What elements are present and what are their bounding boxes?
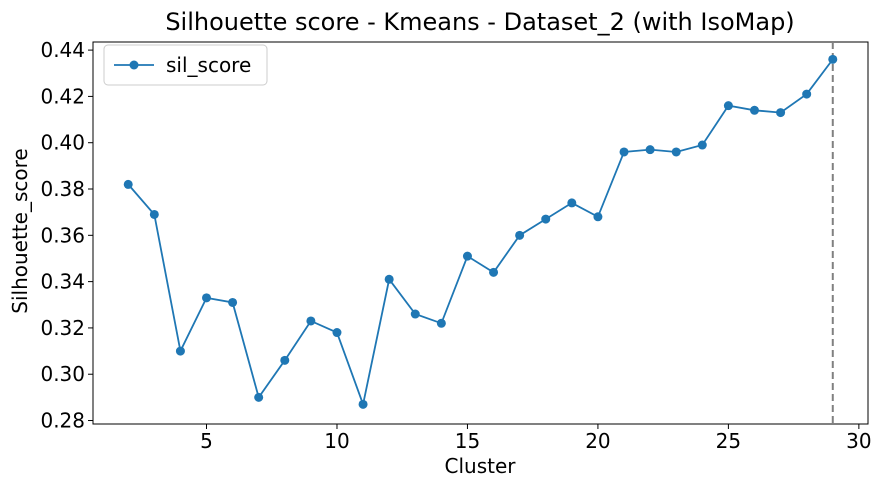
x-tick-label-1: 10: [324, 429, 349, 453]
data-point: [541, 214, 551, 224]
y-tick-label-4: 0.36: [40, 223, 85, 247]
legend-label: sil_score: [166, 53, 251, 77]
data-point: [175, 346, 185, 356]
data-point: [671, 147, 681, 157]
data-point: [228, 297, 238, 307]
data-point: [828, 54, 838, 64]
data-point: [645, 145, 655, 155]
data-point: [123, 179, 133, 189]
y-tick-label-8: 0.44: [40, 38, 85, 62]
x-tick-label-3: 20: [585, 429, 610, 453]
data-point: [593, 212, 603, 222]
legend: sil_score: [103, 44, 268, 86]
data-point: [489, 267, 499, 277]
x-tick-label-0: 5: [200, 429, 213, 453]
data-point: [410, 309, 420, 319]
chart-title: Silhouette score - Kmeans - Dataset_2 (w…: [165, 8, 794, 36]
legend-marker: [129, 60, 139, 70]
data-point: [723, 101, 733, 111]
data-point: [202, 293, 212, 303]
y-axis-label: Silhouette_score: [8, 148, 32, 313]
data-point: [749, 105, 759, 115]
data-point: [697, 140, 707, 150]
data-point: [515, 230, 525, 240]
x-tick-label-5: 30: [846, 429, 871, 453]
data-point: [802, 89, 812, 99]
data-point: [254, 392, 264, 402]
x-axis-label: Cluster: [445, 454, 517, 478]
y-tick-label-6: 0.40: [40, 131, 85, 155]
y-tick-label-5: 0.38: [40, 177, 85, 201]
data-point: [462, 251, 472, 261]
data-point: [306, 316, 316, 326]
plot-area: 5 10 15 20 25 30 0.28 0.30 0.32 0.34 0.36 0.38 0.40 0…: [40, 38, 871, 453]
data-point: [332, 328, 342, 338]
data-point: [436, 318, 446, 328]
y-tick-label-1: 0.30: [40, 362, 85, 386]
x-tick-label-2: 15: [455, 429, 480, 453]
data-point: [384, 274, 394, 284]
data-point: [149, 209, 159, 219]
series-line-0: [127, 58, 834, 408]
data-point: [776, 108, 786, 118]
data-point: [358, 399, 368, 409]
data-point: [619, 147, 629, 157]
data-point: [280, 355, 290, 365]
axes-frame: [92, 41, 869, 425]
x-tick-label-4: 25: [716, 429, 741, 453]
data-point: [567, 198, 577, 208]
legend-box: [103, 44, 268, 86]
y-tick-label-7: 0.42: [40, 84, 85, 108]
y-tick-label-2: 0.32: [40, 316, 85, 340]
y-tick-label-0: 0.28: [40, 409, 85, 433]
y-tick-label-3: 0.34: [40, 270, 85, 294]
